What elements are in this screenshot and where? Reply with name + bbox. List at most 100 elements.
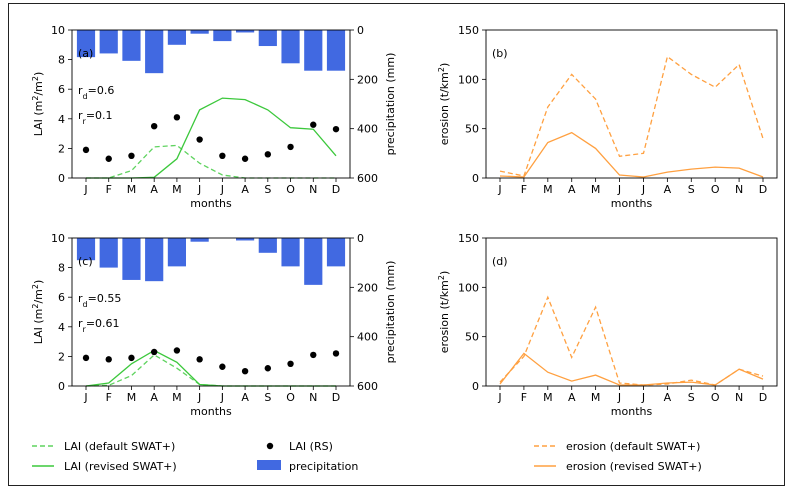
precip-bar bbox=[145, 238, 164, 282]
x-tick-label: F bbox=[106, 183, 112, 196]
lai-rs-point bbox=[173, 114, 181, 121]
x-tick-label: A bbox=[664, 391, 672, 404]
y-right-tick-label: 0 bbox=[357, 24, 364, 37]
panel-label: (c) bbox=[78, 255, 93, 268]
lai-rs-point bbox=[105, 155, 112, 162]
x-tick-label: F bbox=[106, 391, 112, 404]
y-tick-label: 2 bbox=[58, 142, 65, 155]
lai-rs-point bbox=[82, 146, 90, 154]
x-tick-label: M bbox=[172, 183, 182, 196]
y-tick-label: 4 bbox=[58, 321, 65, 334]
precip-bar bbox=[190, 30, 209, 34]
x-tick-label: A bbox=[568, 183, 576, 196]
lai-rs-point bbox=[264, 151, 272, 158]
x-tick-label: N bbox=[309, 183, 317, 196]
lai-rs-point bbox=[82, 354, 90, 362]
lai-rs-point bbox=[150, 123, 158, 130]
precip-bar bbox=[167, 30, 186, 45]
precip-bar bbox=[76, 238, 96, 261]
precip-bar bbox=[99, 30, 118, 54]
erosion-revised-line bbox=[499, 352, 764, 386]
lai-rs-point bbox=[150, 348, 158, 356]
y-axis-label: erosion (t/km2) bbox=[437, 271, 452, 354]
y-tick-label: 10 bbox=[51, 24, 65, 37]
y-tick-label: 6 bbox=[58, 291, 65, 304]
y-axis-label: LAI (m2/m2) bbox=[31, 280, 46, 345]
x-tick-label: M bbox=[543, 391, 553, 404]
x-tick-label: A bbox=[150, 183, 158, 196]
lai-rs-point bbox=[310, 351, 317, 359]
x-axis-label: months bbox=[190, 405, 232, 418]
plot-frame bbox=[71, 237, 351, 387]
plot-frame bbox=[485, 237, 778, 387]
precip-bar bbox=[145, 30, 164, 74]
precip-bar bbox=[281, 238, 300, 267]
x-tick-label: A bbox=[150, 391, 158, 404]
x-tick-label: J bbox=[497, 391, 501, 404]
x-tick-label: N bbox=[735, 391, 743, 404]
x-tick-label: J bbox=[641, 391, 645, 404]
y-tick-label: 10 bbox=[51, 232, 65, 245]
x-tick-label: F bbox=[521, 183, 527, 196]
legend-lai-rs-swatch bbox=[266, 442, 274, 450]
y-tick-label: 150 bbox=[458, 24, 479, 37]
y-tick-label: 100 bbox=[458, 281, 479, 294]
precip-bar bbox=[304, 30, 323, 71]
erosion-default-line bbox=[499, 295, 764, 386]
x-tick-label: D bbox=[759, 183, 767, 196]
lai-rs-point bbox=[219, 152, 226, 159]
x-tick-label: M bbox=[127, 391, 137, 404]
y-tick-label: 0 bbox=[472, 380, 479, 393]
y-tick-label: 8 bbox=[58, 262, 65, 275]
y-tick-label: 2 bbox=[58, 350, 65, 363]
y-right-tick-label: 0 bbox=[357, 232, 364, 245]
x-tick-label: J bbox=[83, 183, 87, 196]
x-tick-label: A bbox=[568, 391, 576, 404]
y-tick-label: 100 bbox=[458, 73, 479, 86]
legend-lai-revised-label: LAI (revised SWAT+) bbox=[64, 460, 177, 473]
x-tick-label: S bbox=[688, 183, 695, 196]
x-tick-label: S bbox=[688, 391, 695, 404]
legend-precip-label: precipitation bbox=[289, 460, 358, 473]
y-tick-label: 50 bbox=[465, 123, 479, 136]
rr-annotation: rr=0.61 bbox=[78, 317, 120, 334]
plot-frame bbox=[71, 29, 351, 179]
lai-rs-point bbox=[264, 365, 272, 372]
precip-bar bbox=[167, 238, 186, 267]
lai-rs-point bbox=[219, 363, 226, 370]
precip-bar bbox=[326, 30, 346, 71]
y-right-axis-label: precipitation (mm) bbox=[384, 53, 397, 156]
y-tick-label: 6 bbox=[58, 83, 65, 96]
y-axis-label: erosion (t/km2) bbox=[437, 63, 452, 146]
panel-label: (b) bbox=[492, 47, 508, 60]
rd-annotation: rd=0.6 bbox=[78, 84, 114, 101]
y-right-tick-label: 200 bbox=[357, 73, 378, 86]
y-right-tick-label: 400 bbox=[357, 123, 378, 136]
x-tick-label: J bbox=[220, 183, 224, 196]
y-right-tick-label: 600 bbox=[357, 380, 378, 393]
erosion-revised-line bbox=[499, 131, 764, 178]
x-tick-label: J bbox=[497, 183, 501, 196]
x-tick-label: D bbox=[759, 391, 767, 404]
panel-label: (d) bbox=[492, 255, 508, 268]
rd-annotation: rd=0.55 bbox=[78, 292, 121, 309]
legend-lai-default-label: LAI (default SWAT+) bbox=[64, 440, 175, 453]
x-tick-label: J bbox=[83, 391, 87, 404]
lai-rs-point bbox=[310, 121, 317, 128]
x-tick-label: M bbox=[591, 391, 601, 404]
lai-rs-point bbox=[241, 155, 249, 162]
x-tick-label: J bbox=[197, 183, 201, 196]
lai-rs-point bbox=[287, 360, 294, 367]
x-tick-label: O bbox=[286, 183, 295, 196]
lai-revised-line bbox=[85, 349, 336, 387]
x-axis-label: months bbox=[611, 405, 653, 418]
x-tick-label: S bbox=[264, 183, 271, 196]
y-right-tick-label: 400 bbox=[357, 331, 378, 344]
y-right-axis-label: precipitation (mm) bbox=[384, 261, 397, 364]
y-axis-label: LAI (m2/m2) bbox=[31, 72, 46, 137]
x-tick-label: J bbox=[617, 391, 621, 404]
x-tick-label: M bbox=[172, 391, 182, 404]
lai-rs-point bbox=[287, 143, 294, 151]
